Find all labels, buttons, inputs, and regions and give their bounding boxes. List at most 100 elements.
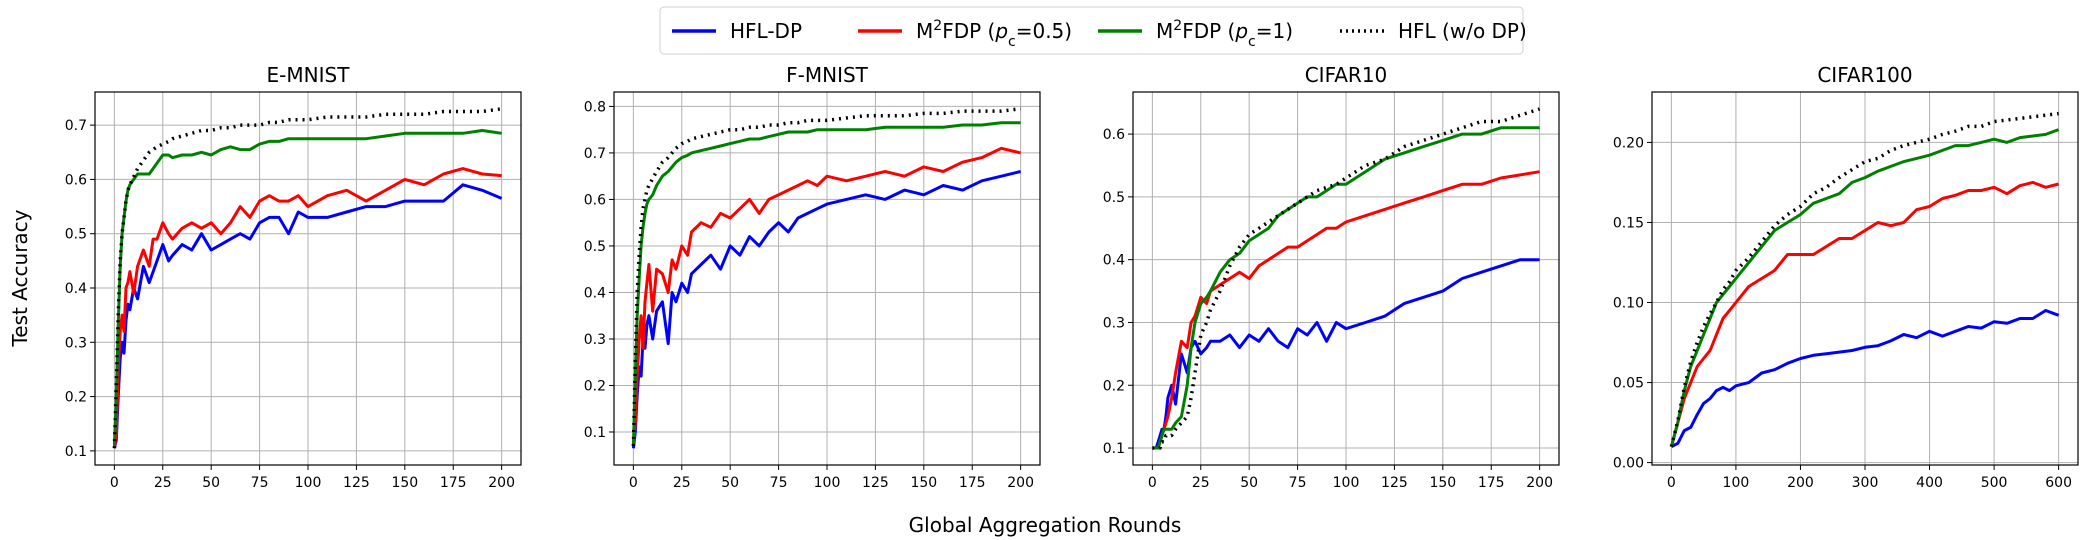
y-tick-label: 0.20 <box>1613 135 1644 151</box>
x-tick-label: 100 <box>1723 475 1750 491</box>
y-tick-label: 0.2 <box>1103 378 1125 394</box>
x-tick-label: 125 <box>862 475 889 491</box>
legend-label-sub: c <box>1248 34 1256 50</box>
y-tick-label: 0.3 <box>1103 315 1125 331</box>
y-tick-label: 0.3 <box>584 332 606 348</box>
subplot-title: F-MNIST <box>786 63 869 87</box>
x-tick-label: 175 <box>1478 475 1505 491</box>
x-tick-label: 0 <box>1667 475 1676 491</box>
x-tick-label: 75 <box>251 475 269 491</box>
y-tick-label: 0.6 <box>1103 127 1125 143</box>
legend-label-sup: 2 <box>1173 18 1182 34</box>
subplot-cifar100: CIFAR100 0 100 200 300 400 500 600 0.00 0.05 0.10 0… <box>1613 63 2079 491</box>
legend-label: HFL (w/o DP) <box>1398 19 1527 43</box>
y-tick-label: 0.2 <box>584 378 606 394</box>
series-line-hfl-no-dp <box>631 106 1021 446</box>
legend-frame <box>659 6 1524 55</box>
x-tick-label: 150 <box>391 475 418 491</box>
legend-label-post: =0.5) <box>1016 19 1072 43</box>
x-tick-label: 25 <box>154 475 172 491</box>
y-tick-label: 0.5 <box>584 239 606 255</box>
y-tick-label: 0.4 <box>1103 253 1125 269</box>
y-tick-label: 0.5 <box>65 227 87 243</box>
y-tick-label: 0.1 <box>584 425 606 441</box>
x-tick-label: 600 <box>2045 475 2072 491</box>
y-tick-label: 0.00 <box>1613 456 1644 472</box>
subplot-title: E-MNIST <box>267 63 351 87</box>
series-line-hfl-dp <box>1152 258 1540 450</box>
x-axis-label: Global Aggregation Rounds <box>909 513 1182 537</box>
legend-label: M2FDP (pc=1) <box>1156 18 1293 50</box>
legend-label: HFL-DP <box>730 19 802 43</box>
subplot-e-mnist: E-MNIST 0 25 50 75 100 125 150 175 200 0.1 0.2 0.3 0.… <box>65 63 522 491</box>
series-line-hfl-dp <box>631 170 1021 449</box>
legend-item: M2FDP (pc=1) <box>1098 18 1293 50</box>
x-tick-label: 75 <box>1289 475 1307 491</box>
x-tick-label: 175 <box>959 475 986 491</box>
axes-frame <box>1651 91 2079 466</box>
x-tick-label: 125 <box>343 475 370 491</box>
x-tick-label: 100 <box>1333 475 1360 491</box>
subplot-f-mnist: F-MNIST 0 25 50 75 100 125 150 175 200 0.1 0.2 0.3 0.… <box>584 63 1041 491</box>
x-tick-label: 0 <box>110 475 119 491</box>
x-tick-label: 0 <box>629 475 638 491</box>
y-tick-label: 0.6 <box>65 172 87 188</box>
legend-label-pre: HFL-DP <box>730 19 802 43</box>
x-tick-label: 400 <box>1916 475 1943 491</box>
series-line-m2fdp-pc05 <box>1152 170 1540 450</box>
axes-frame <box>1132 91 1560 466</box>
y-tick-label: 0.4 <box>65 281 87 297</box>
legend-item: HFL (w/o DP) <box>1340 19 1527 43</box>
y-tick-label: 0.6 <box>584 192 606 208</box>
x-tick-label: 50 <box>202 475 220 491</box>
x-tick-label: 200 <box>488 475 515 491</box>
x-tick-label: 100 <box>295 475 322 491</box>
legend-item: M2FDP (pc=0.5) <box>858 18 1072 50</box>
y-tick-label: 0.2 <box>65 390 87 406</box>
x-tick-label: 150 <box>1429 475 1456 491</box>
x-tick-label: 150 <box>910 475 937 491</box>
subplot-cifar10: CIFAR10 0 25 50 75 100 125 150 175 200 0.1 0.2 0.3 0.… <box>1103 63 1560 491</box>
x-tick-label: 200 <box>1007 475 1034 491</box>
x-tick-label: 50 <box>1240 475 1258 491</box>
series-line-m2fdp-pc05 <box>1669 180 2059 447</box>
y-axis-label: Test Accuracy <box>8 209 32 347</box>
x-tick-label: 0 <box>1148 475 1157 491</box>
x-tick-label: 25 <box>673 475 691 491</box>
x-tick-label: 200 <box>1787 475 1814 491</box>
y-tick-label: 0.10 <box>1613 296 1644 312</box>
x-tick-label: 300 <box>1852 475 1879 491</box>
series-line-m2fdp-pc1 <box>1152 126 1540 450</box>
legend-label-pre: HFL (w/o DP) <box>1398 19 1527 43</box>
legend: HFL-DP M2FDP (pc=0.5) M2FDP (pc=1) HFL (w/o… <box>659 6 1527 55</box>
series-line-hfl-dp <box>1670 309 2060 448</box>
y-tick-label: 0.3 <box>65 335 87 351</box>
legend-label-pre: M <box>916 19 933 43</box>
series-line-m2fdp-pc05 <box>631 146 1021 447</box>
y-tick-label: 0.1 <box>65 444 87 460</box>
x-tick-label: 100 <box>814 475 841 491</box>
x-tick-label: 50 <box>721 475 739 491</box>
axes-frame <box>94 91 522 466</box>
legend-label-it: p <box>994 19 1008 43</box>
y-tick-label: 0.7 <box>584 146 606 162</box>
x-tick-label: 200 <box>1526 475 1553 491</box>
subplot-title: CIFAR10 <box>1305 63 1388 87</box>
legend-label-it: p <box>1234 19 1248 43</box>
y-tick-label: 0.4 <box>584 285 606 301</box>
series-line-m2fdp-pc05 <box>112 167 502 449</box>
series-line-m2fdp-pc1 <box>1669 128 2060 447</box>
subplot-title: CIFAR100 <box>1817 63 1912 87</box>
legend-label-sub: c <box>1008 34 1016 50</box>
y-tick-label: 0.5 <box>1103 190 1125 206</box>
x-tick-label: 125 <box>1381 475 1408 491</box>
y-tick-label: 0.8 <box>584 99 606 115</box>
y-tick-label: 0.05 <box>1613 376 1644 392</box>
legend-label-sup: 2 <box>933 18 942 34</box>
series-line-hfl-no-dp <box>112 107 502 449</box>
series-line-hfl-dp <box>112 183 503 449</box>
legend-label-pre: M <box>1156 19 1173 43</box>
x-tick-label: 175 <box>440 475 467 491</box>
series-line-hfl-no-dp <box>1152 107 1541 450</box>
